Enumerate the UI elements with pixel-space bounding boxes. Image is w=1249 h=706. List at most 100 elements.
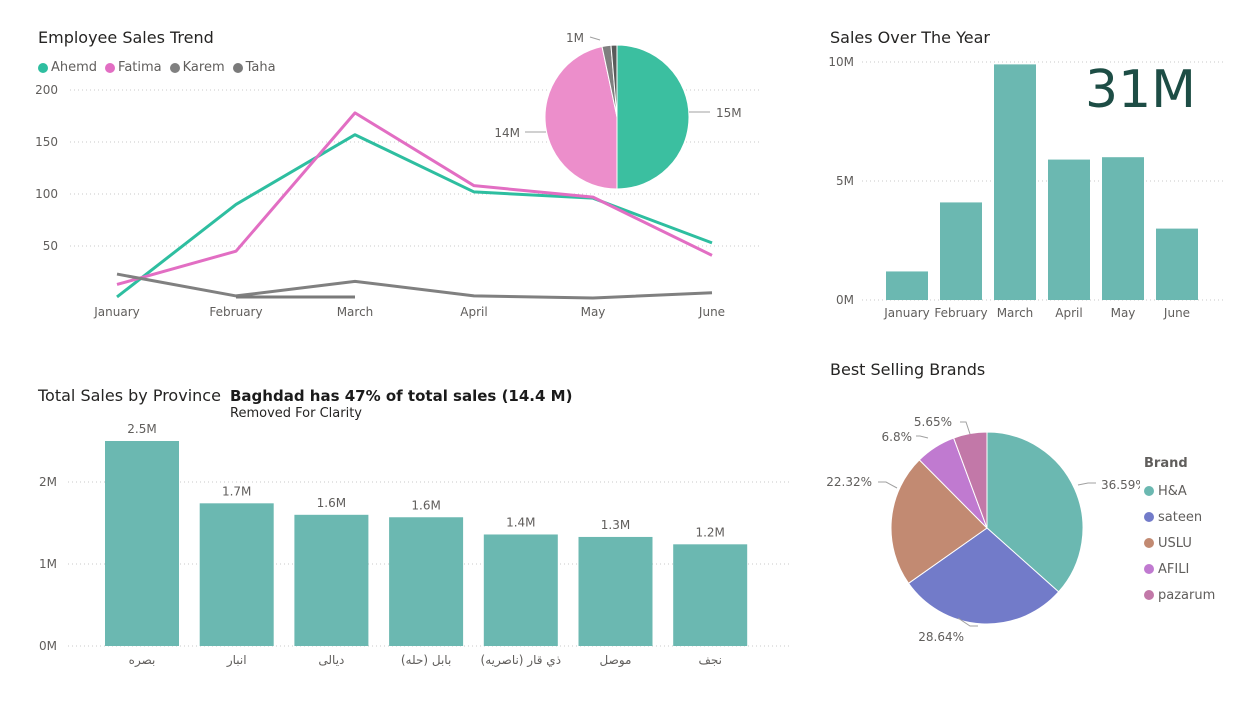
province-bar [673, 544, 748, 646]
y-tick-label: 5M [836, 174, 854, 188]
brand-legend-label: USLU [1158, 535, 1192, 551]
brand-legend-item[interactable]: AFILI [1144, 556, 1215, 582]
y-tick-label: 200 [35, 83, 58, 97]
brand-legend-label: H&A [1158, 483, 1187, 499]
brand-legend-label: AFILI [1158, 561, 1190, 577]
sales-year-bar-chart[interactable]: 0M 5M 10M January February March April May June [800, 50, 1230, 330]
y-tick-label: 1M [39, 557, 57, 571]
brand-legend-item[interactable]: pazarum [1144, 582, 1215, 608]
province-bar [578, 536, 653, 646]
x-tick-label: بصره [129, 653, 156, 668]
x-tick-label: March [337, 305, 374, 319]
baghdad-callout: Baghdad has 47% of total sales (14.4 M) [230, 387, 573, 405]
leader-line [957, 617, 978, 627]
legend-label: Fatima [118, 60, 162, 75]
employee-trend-title: Employee Sales Trend [38, 28, 214, 47]
bar-may [1102, 157, 1144, 300]
bar-data-label: 1.7M [222, 484, 251, 498]
x-tick-label: بابل (حله) [401, 653, 451, 667]
x-tick-label: April [1055, 306, 1082, 320]
legend-label: Ahemd [51, 60, 98, 75]
pie-data-label: 14M [494, 126, 520, 140]
series-line-karem [116, 272, 713, 300]
legend-item-taha[interactable]: Taha [232, 60, 276, 75]
x-tick-label: نجف [698, 653, 722, 667]
brand-legend-label: sateen [1158, 509, 1203, 525]
legend-dot-icon [105, 62, 116, 73]
sales-year-title: Sales Over The Year [830, 28, 990, 47]
bar-january [886, 271, 928, 300]
legend-dot-icon [1144, 486, 1154, 496]
bar-february [940, 202, 982, 300]
x-tick-label: April [460, 305, 487, 319]
bar-march [994, 64, 1036, 300]
x-tick-label: موصل [600, 653, 632, 668]
legend-dot-icon [1144, 512, 1154, 522]
employee-line-chart[interactable]: 50 100 150 200 January February March April May J… [0, 80, 760, 330]
pie-slice [544, 45, 618, 190]
x-tick-label: May [1111, 306, 1136, 320]
x-tick-label: January [93, 305, 140, 319]
brand-slice-uslu [890, 459, 988, 584]
total-sales-kpi: 31M [1085, 60, 1197, 120]
x-tick-label: March [997, 306, 1034, 320]
legend-label: Karem [182, 60, 225, 75]
pie-slice [616, 44, 690, 190]
leader-line [960, 421, 971, 435]
province-bar-chart[interactable]: 0M 1M 2M 2.5M بصره 1.7M انبار 1.6M ديالى 1.6M بابل… [0, 410, 800, 690]
bar-data-label: 1.2M [695, 525, 724, 539]
y-tick-label: 10M [828, 55, 854, 69]
legend-item-karem[interactable]: Karem [169, 60, 225, 75]
y-tick-label: 2M [39, 475, 57, 489]
province-bar [294, 514, 369, 646]
bar-april [1048, 159, 1090, 300]
brand-legend-item[interactable]: sateen [1144, 504, 1215, 530]
legend-dot-icon [1144, 564, 1154, 574]
legend-dot-icon [38, 62, 48, 73]
province-bar [105, 441, 179, 646]
legend-item-ahemd[interactable]: Ahemd [38, 60, 97, 75]
bar-data-label: 1.6M [411, 498, 440, 512]
x-tick-label: انبار [226, 653, 247, 668]
brand-legend-item[interactable]: H&A [1144, 478, 1215, 504]
x-tick-label: February [934, 306, 987, 320]
leader-line [589, 36, 601, 41]
brand-data-label: 28.64% [918, 630, 964, 644]
brand-data-label: 5.65% [914, 415, 952, 429]
employee-pie-chart[interactable]: 15M 14M 1M [480, 20, 770, 200]
x-tick-label: June [698, 305, 725, 319]
brand-data-label: 36.59% [1101, 478, 1140, 492]
province-bar [483, 534, 558, 646]
legend-label: Taha [245, 60, 276, 75]
y-tick-label: 0M [836, 293, 854, 307]
x-tick-label: January [883, 306, 930, 320]
legend-dot-icon [1144, 538, 1154, 548]
pie-slice [610, 44, 618, 118]
bar-data-label: 1.4M [506, 515, 535, 529]
legend-dot-icon [169, 62, 180, 73]
leader-line [878, 481, 898, 489]
brand-data-label: 22.32% [826, 475, 872, 489]
legend-item-fatima[interactable]: Fatima [105, 60, 162, 75]
province-bar [389, 517, 464, 646]
bar-data-label: 1.3M [601, 518, 630, 532]
x-tick-label: May [581, 305, 606, 319]
x-tick-label: ذي قار (ناصريه) [481, 653, 562, 668]
brand-legend-item[interactable]: USLU [1144, 530, 1215, 556]
x-tick-label: February [209, 305, 262, 319]
province-bar [199, 503, 274, 646]
brand-pie-chart[interactable]: 36.59% 28.64% 22.32% 6.8%5.65% [820, 400, 1140, 660]
legend-dot-icon [232, 62, 243, 73]
bar-data-label: 1.6M [317, 496, 346, 510]
y-tick-label: 150 [35, 135, 58, 149]
brand-data-label: 6.8% [882, 430, 913, 444]
y-tick-label: 0M [39, 639, 57, 653]
brands-title: Best Selling Brands [830, 360, 986, 379]
bar-data-label: 2.5M [127, 422, 156, 436]
brand-legend-label: pazarum [1158, 587, 1216, 603]
province-title: Total Sales by Province [38, 386, 221, 405]
pie-data-label: 1M [566, 31, 584, 45]
removed-note: Removed For Clarity [230, 406, 362, 421]
x-tick-label: ديالى [318, 653, 344, 667]
y-tick-label: 50 [43, 239, 58, 253]
